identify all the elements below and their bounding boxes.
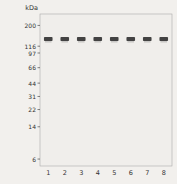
lane-label: 7	[145, 169, 149, 177]
band	[77, 37, 86, 41]
lane-label: 1	[46, 169, 50, 177]
plot-frame	[40, 14, 172, 166]
y-tick	[38, 25, 41, 26]
band-smear	[111, 41, 118, 43]
band-smear	[45, 41, 52, 43]
band-smear	[160, 41, 167, 43]
y-tick	[38, 96, 41, 97]
y-tick-label: 14	[28, 123, 36, 130]
y-tick	[38, 53, 41, 54]
band-smear	[94, 41, 101, 43]
y-tick	[38, 83, 41, 84]
lane-label: 4	[96, 169, 100, 177]
band	[126, 37, 135, 41]
lane-label: 5	[112, 169, 116, 177]
chart: 200116976644312214612345678kDa	[0, 0, 177, 184]
band	[93, 37, 102, 41]
y-tick	[38, 46, 41, 47]
y-tick	[38, 67, 41, 68]
plot-background	[40, 14, 172, 166]
y-tick-label: 22	[28, 106, 36, 113]
band	[110, 37, 119, 41]
band	[44, 37, 53, 41]
y-tick-label: 31	[28, 93, 36, 100]
y-axis-label: kDa	[25, 4, 38, 12]
y-tick-label: 66	[28, 64, 36, 71]
band-smear	[144, 41, 151, 43]
y-tick	[38, 109, 41, 110]
lane-label: 8	[162, 169, 166, 177]
lane-label: 3	[79, 169, 83, 177]
bands	[44, 37, 168, 43]
band-smear	[78, 41, 85, 43]
band-smear	[127, 41, 134, 43]
band	[159, 37, 168, 41]
band	[60, 37, 69, 41]
band-smear	[61, 41, 68, 43]
y-tick-label: 44	[28, 80, 36, 87]
y-tick-label: 6	[32, 156, 36, 163]
y-tick	[38, 126, 41, 127]
y-tick-label: 200	[25, 22, 37, 29]
lane-label: 2	[63, 169, 67, 177]
lane-label: 6	[129, 169, 133, 177]
band	[143, 37, 152, 41]
y-tick-label: 97	[28, 50, 36, 57]
y-tick	[38, 159, 41, 160]
